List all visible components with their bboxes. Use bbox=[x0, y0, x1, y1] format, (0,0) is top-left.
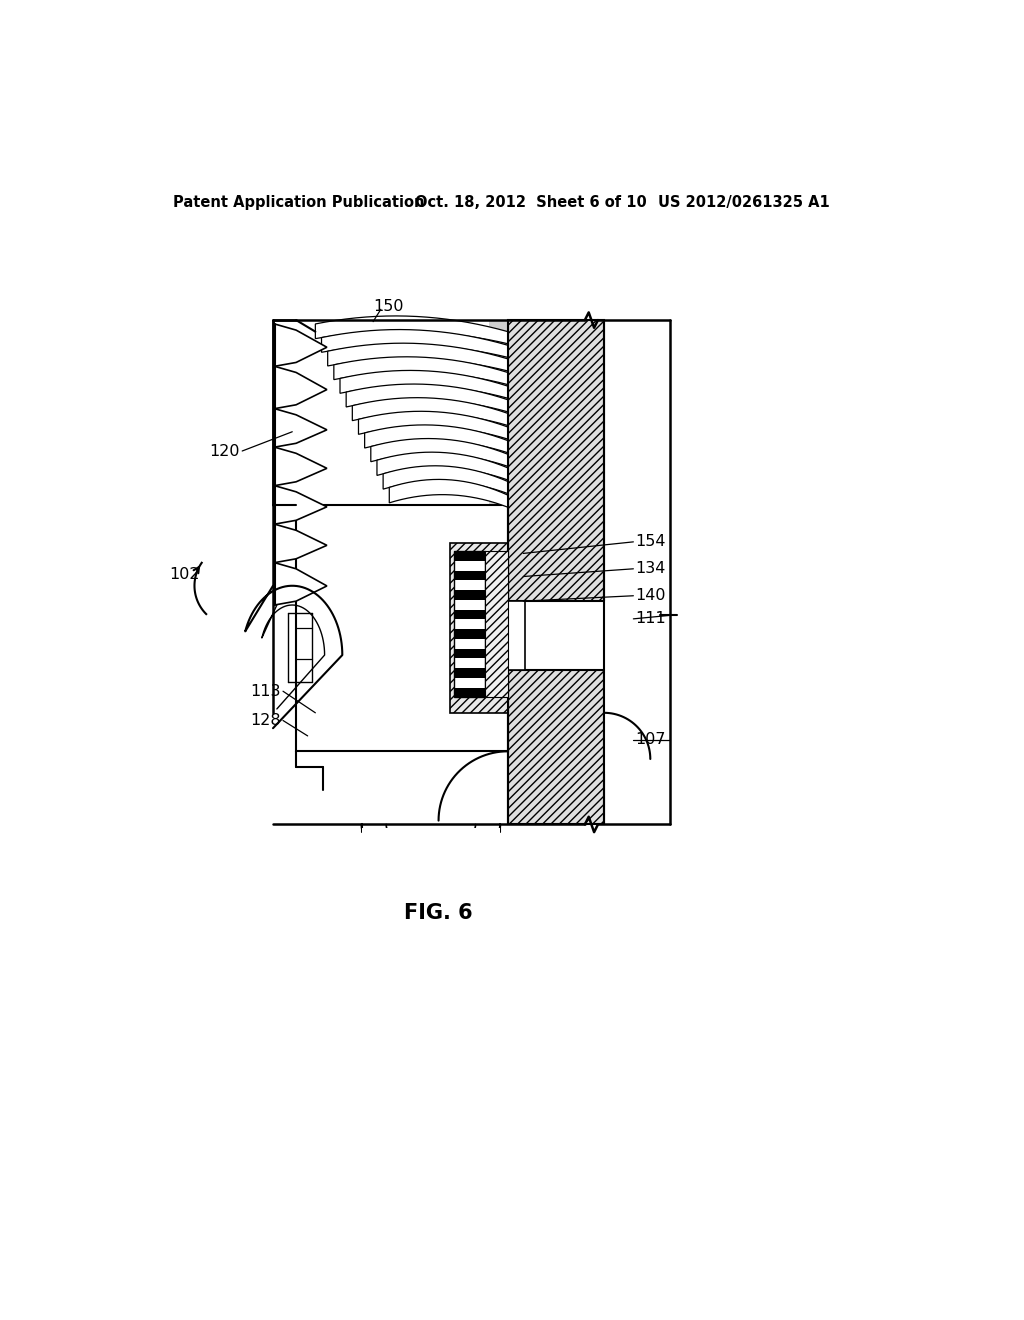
Polygon shape bbox=[334, 356, 508, 384]
Polygon shape bbox=[454, 570, 484, 581]
Polygon shape bbox=[273, 321, 508, 506]
Polygon shape bbox=[361, 829, 500, 863]
Polygon shape bbox=[322, 330, 508, 358]
Polygon shape bbox=[315, 323, 508, 506]
Polygon shape bbox=[454, 552, 484, 561]
Polygon shape bbox=[454, 610, 484, 619]
Text: US 2012/0261325 A1: US 2012/0261325 A1 bbox=[658, 195, 829, 210]
Polygon shape bbox=[454, 648, 484, 659]
Polygon shape bbox=[315, 315, 508, 343]
Polygon shape bbox=[484, 552, 508, 697]
Polygon shape bbox=[340, 371, 508, 399]
Polygon shape bbox=[389, 479, 508, 507]
Polygon shape bbox=[274, 323, 327, 367]
Polygon shape bbox=[358, 412, 508, 440]
Polygon shape bbox=[488, 321, 508, 506]
Polygon shape bbox=[454, 668, 484, 678]
Polygon shape bbox=[454, 630, 484, 639]
Polygon shape bbox=[454, 590, 484, 599]
Polygon shape bbox=[274, 367, 327, 409]
Text: 120: 120 bbox=[209, 444, 240, 458]
Polygon shape bbox=[508, 671, 604, 825]
Text: 134: 134 bbox=[635, 561, 666, 577]
Text: Patent Application Publication: Patent Application Publication bbox=[173, 195, 424, 210]
Text: 128: 128 bbox=[250, 713, 281, 729]
Polygon shape bbox=[451, 544, 508, 713]
Polygon shape bbox=[274, 409, 327, 447]
Polygon shape bbox=[274, 447, 327, 486]
Polygon shape bbox=[604, 601, 666, 775]
Polygon shape bbox=[296, 506, 508, 751]
Polygon shape bbox=[328, 343, 508, 371]
Text: 102: 102 bbox=[169, 566, 200, 582]
Polygon shape bbox=[454, 688, 484, 697]
Text: 150: 150 bbox=[373, 298, 403, 314]
Text: FIG. 6: FIG. 6 bbox=[404, 903, 473, 923]
Polygon shape bbox=[274, 562, 327, 605]
Polygon shape bbox=[346, 384, 508, 412]
Text: 113: 113 bbox=[250, 684, 281, 698]
Polygon shape bbox=[274, 486, 327, 524]
Text: 107: 107 bbox=[635, 733, 666, 747]
Polygon shape bbox=[377, 453, 508, 480]
Text: 111: 111 bbox=[635, 611, 666, 627]
Text: Oct. 18, 2012  Sheet 6 of 10: Oct. 18, 2012 Sheet 6 of 10 bbox=[416, 195, 647, 210]
Polygon shape bbox=[454, 552, 484, 697]
Polygon shape bbox=[352, 397, 508, 425]
Polygon shape bbox=[383, 466, 508, 494]
Polygon shape bbox=[508, 601, 524, 671]
Text: 140: 140 bbox=[635, 589, 666, 603]
Polygon shape bbox=[508, 321, 604, 601]
Polygon shape bbox=[274, 524, 327, 562]
Polygon shape bbox=[371, 438, 508, 466]
Polygon shape bbox=[365, 425, 508, 453]
Text: 154: 154 bbox=[635, 535, 666, 549]
